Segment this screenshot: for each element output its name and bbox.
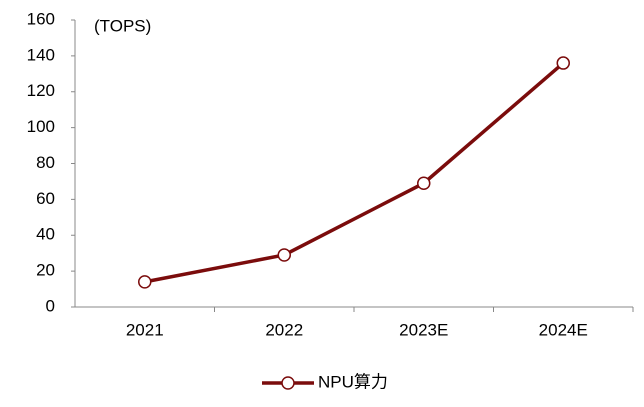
y-tick-label: 0 bbox=[46, 296, 55, 315]
y-tick-label: 100 bbox=[27, 117, 55, 136]
x-tick-label: 2022 bbox=[265, 320, 303, 339]
y-tick-label: 140 bbox=[27, 45, 55, 64]
legend-marker bbox=[281, 376, 295, 390]
x-tick-label: 2021 bbox=[126, 320, 164, 339]
legend-label: NPU算力 bbox=[318, 372, 388, 391]
data-point bbox=[277, 248, 291, 262]
y-tick-label: 80 bbox=[36, 153, 55, 172]
data-point bbox=[556, 56, 570, 70]
y-tick-label: 40 bbox=[36, 225, 55, 244]
y-tick-label: 120 bbox=[27, 81, 55, 100]
y-tick-label: 60 bbox=[36, 189, 55, 208]
y-tick-label: 160 bbox=[27, 9, 55, 28]
y-tick-label: 20 bbox=[36, 261, 55, 280]
x-tick-label: 2024E bbox=[539, 320, 588, 339]
data-point bbox=[138, 275, 152, 289]
unit-annotation: (TOPS) bbox=[94, 16, 151, 35]
x-tick-label: 2023E bbox=[399, 320, 448, 339]
series-line bbox=[144, 61, 565, 284]
data-point bbox=[417, 176, 431, 190]
